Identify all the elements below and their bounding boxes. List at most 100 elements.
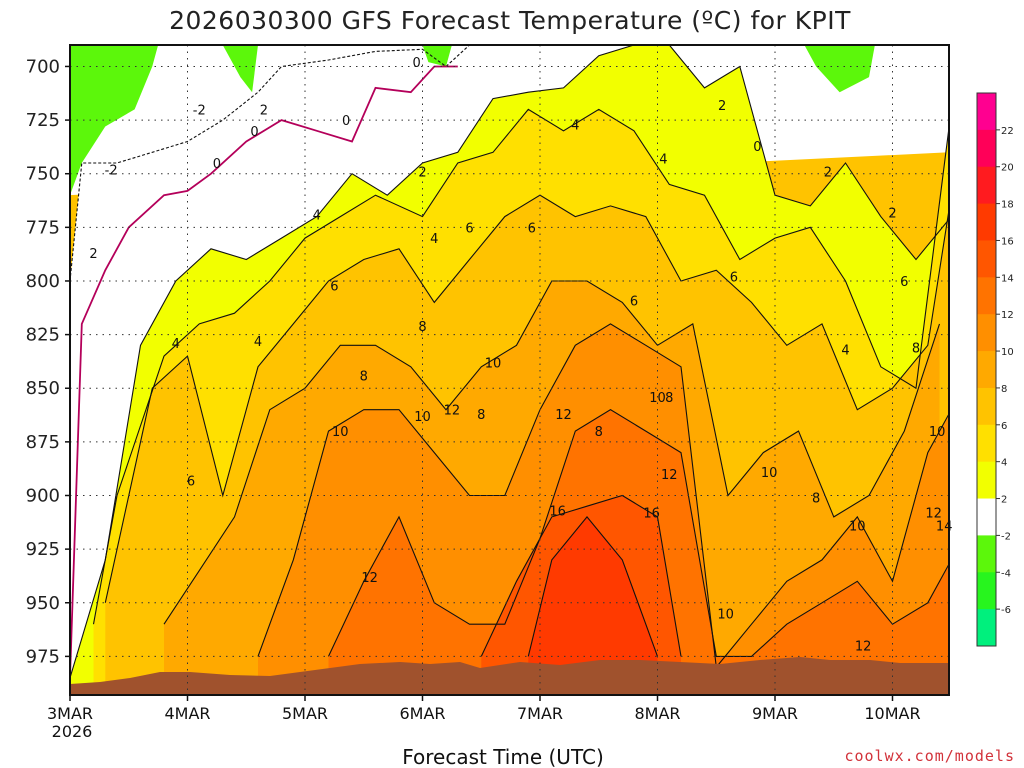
x-axis: 3MAR 4MAR 5MAR 6MAR 7MAR 8MAR 9MAR 10MAR xyxy=(47,695,921,723)
contour-label: 6 xyxy=(900,275,908,290)
contour-label: 4 xyxy=(430,232,438,247)
contour-label: 2 xyxy=(260,103,268,118)
colorbar-frame xyxy=(976,92,997,647)
colorbar-tick-label: 18 xyxy=(1001,200,1014,211)
y-tick-label-800: 800 xyxy=(26,271,60,292)
y-tick-label-975: 975 xyxy=(26,646,60,667)
contour-label: 12 xyxy=(661,468,678,483)
fill-band-16c xyxy=(528,516,658,695)
contour-label: 4 xyxy=(254,335,262,350)
colorbar-swatch xyxy=(977,351,996,389)
y-tick-label-775: 775 xyxy=(26,217,60,238)
chart-title: 2026030300 GFS Forecast Temperature (ºC)… xyxy=(169,6,851,35)
colorbar-swatch xyxy=(977,203,996,241)
fill-cold-pocket-center xyxy=(422,45,452,67)
colorbar-swatch xyxy=(977,93,996,131)
x-year-label: 2026 xyxy=(52,722,93,741)
y-axis: 700 725 750 775 800 825 850 875 900 925 950 975 xyxy=(26,56,70,667)
y-tick-label-875: 875 xyxy=(26,432,60,453)
isotherm-line-10 xyxy=(257,323,949,669)
x-tick-label-5MAR: 5MAR xyxy=(282,704,328,723)
contour-label: 6 xyxy=(465,221,473,236)
y-tick-label-750: 750 xyxy=(26,164,60,185)
contour-label: 10 xyxy=(761,466,778,481)
contour-label: 8 xyxy=(360,369,368,384)
y-tick-label-925: 925 xyxy=(26,539,60,560)
plot-frame xyxy=(69,44,950,696)
y-tick-label-850: 850 xyxy=(26,378,60,399)
contour-label: 2 xyxy=(824,166,832,181)
contour-label: 0 xyxy=(213,157,221,172)
colorbar-swatch xyxy=(977,387,996,426)
colorbar-tick-label: -2 xyxy=(1001,531,1011,542)
contour-label: 12 xyxy=(555,408,572,423)
contour-label: 8 xyxy=(595,425,603,440)
contour-label: 8 xyxy=(477,408,485,423)
colorbar-tick-label: 20 xyxy=(1001,163,1014,174)
contour-label: 10 xyxy=(929,425,946,440)
contour-label: -2 xyxy=(105,163,118,178)
contour-label: 12 xyxy=(444,404,461,419)
x-tick-label-9MAR: 9MAR xyxy=(752,704,798,723)
contour-label: 10 xyxy=(717,607,734,622)
contour-label: -2 xyxy=(193,103,206,118)
fill-cold-pocket-east xyxy=(804,45,875,93)
contour-label: 4 xyxy=(571,118,579,133)
isotherm-line-14 xyxy=(480,494,682,657)
contour-label: 6 xyxy=(330,279,338,294)
contour-label: 6 xyxy=(630,294,638,309)
x-tick-label-4MAR: 4MAR xyxy=(164,704,210,723)
colorbar-tick-label: -6 xyxy=(1001,605,1011,616)
x-axis-label: Forecast Time (UTC) xyxy=(402,745,604,768)
colorbar-swatch xyxy=(977,277,996,315)
contour-label: 4 xyxy=(659,153,667,168)
fill-cold-pocket-west xyxy=(70,45,159,196)
isotherm-line--2 xyxy=(70,45,470,282)
colorbar-tick-label: 16 xyxy=(1001,236,1014,247)
contour-label: 16 xyxy=(643,507,660,522)
colorbar-tick-label: 22 xyxy=(1001,126,1014,137)
contour-label: 2 xyxy=(888,206,896,221)
isotherm-line-4 xyxy=(92,108,949,625)
colorbar-swatch xyxy=(977,609,996,647)
colorbar-tick-label: 12 xyxy=(1001,310,1014,321)
contour-label: 0 xyxy=(250,125,258,140)
contour-label: 0 xyxy=(342,114,350,129)
contour-label: 8 xyxy=(665,391,673,406)
contour-label: 10 xyxy=(332,425,349,440)
colorbar-tick-label: 14 xyxy=(1001,273,1014,284)
x-tick-label-10MAR: 10MAR xyxy=(864,704,920,723)
isotherm-line-16 xyxy=(527,516,659,657)
colorbar-swatch xyxy=(977,314,996,352)
contour-label: 2 xyxy=(718,99,726,114)
colorbar-tick-label: 6 xyxy=(1001,421,1007,432)
y-tick-label-725: 725 xyxy=(26,110,60,131)
credit-text: coolwx.com/models xyxy=(844,747,1015,765)
colorbar-swatch xyxy=(977,166,996,205)
contour-label: 12 xyxy=(361,571,378,586)
colorbar-tick-label: 8 xyxy=(1001,384,1007,395)
contour-label: 6 xyxy=(528,221,536,236)
colorbar-tick-label: 10 xyxy=(1001,347,1014,358)
y-tick-label-825: 825 xyxy=(26,325,60,346)
contour-label: 10 xyxy=(485,356,502,371)
colorbar-swatch xyxy=(977,572,996,610)
contour-label: 12 xyxy=(855,640,872,655)
contour-label: 2 xyxy=(89,247,97,262)
colorbar-swatch xyxy=(977,498,996,536)
isotherm-line-0 xyxy=(70,65,458,678)
colorbar-tick-label: -4 xyxy=(1001,568,1011,579)
colorbar: 22 20 18 16 14 12 10 8 6 4 2 -2 -4 -6 xyxy=(976,92,1014,647)
contour-label: 0 xyxy=(753,140,761,155)
contour-label: 10 xyxy=(649,391,666,406)
contour-label: 4 xyxy=(841,344,849,359)
x-tick-label-3MAR: 3MAR xyxy=(47,704,93,723)
y-tick-label-700: 700 xyxy=(26,56,60,77)
contour-label: 2 xyxy=(418,166,426,181)
y-tick-label-950: 950 xyxy=(26,593,60,614)
terrain-ground xyxy=(70,657,949,695)
contour-label: 8 xyxy=(812,492,820,507)
colorbar-swatch xyxy=(977,240,996,278)
